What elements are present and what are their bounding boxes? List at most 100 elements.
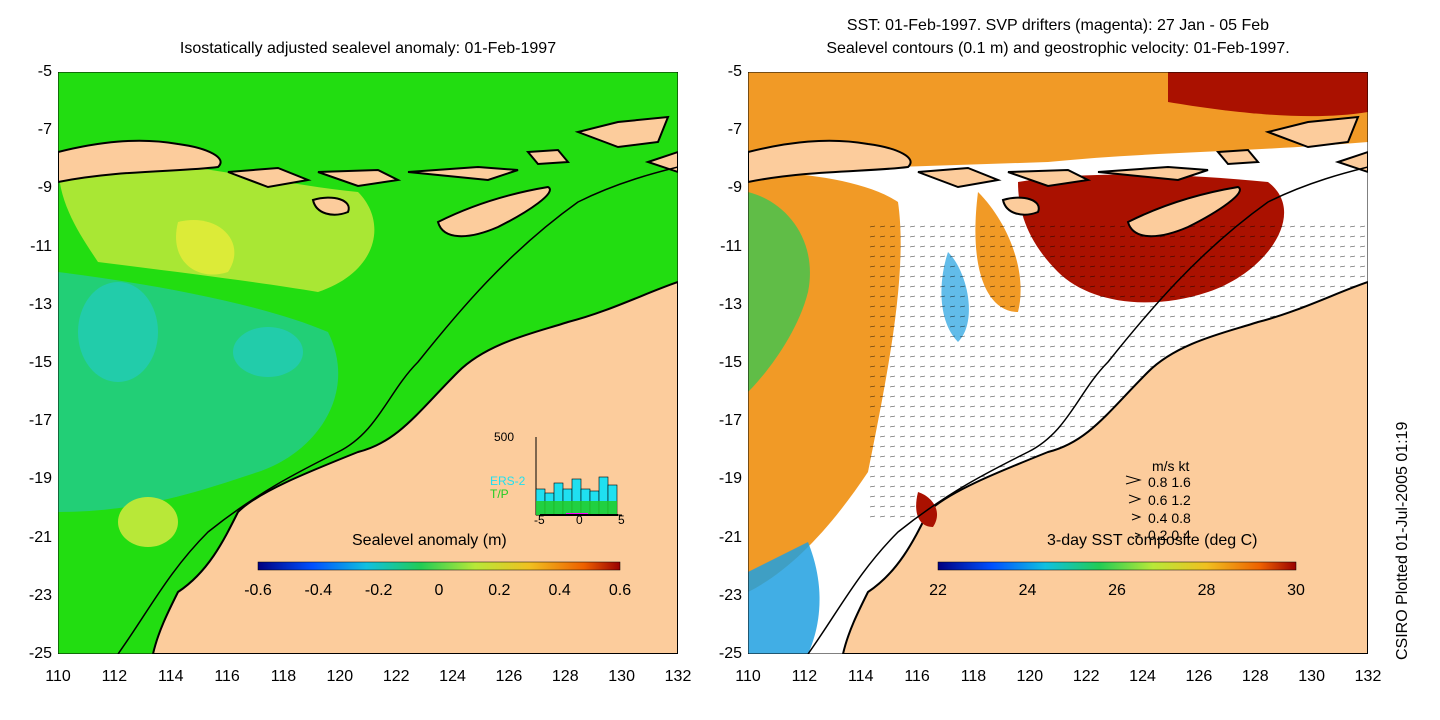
vector-key-row: 0.6 1.2 xyxy=(1148,492,1191,508)
x-tick-label: 122 xyxy=(382,668,410,685)
left-map xyxy=(58,72,678,654)
y-tick-label: -11 xyxy=(30,237,52,255)
sst-cyan-patch xyxy=(748,542,820,654)
vector-key-header: m/s kt xyxy=(1152,458,1190,474)
x-tick-label: 120 xyxy=(1016,668,1044,685)
credit-text: CSIRO Plotted 01-Jul-2005 01:19 xyxy=(1394,421,1411,660)
y-tick-label: -25 xyxy=(28,645,52,662)
x-tick-label: 130 xyxy=(608,668,635,685)
y-tick-label: -19 xyxy=(718,470,742,488)
x-tick-label: 110 xyxy=(735,668,761,685)
colorbar-tick-label: -0.2 xyxy=(364,582,393,599)
y-tick-label: -11 xyxy=(720,237,742,255)
colorbar-tick-label: -0.4 xyxy=(304,582,333,599)
inset-xtick: 5 xyxy=(618,513,625,527)
shelf-contour xyxy=(807,166,1368,654)
vector-key-row: 0.8 1.6 xyxy=(1148,474,1191,490)
x-tick-label: 112 xyxy=(791,668,818,685)
y-tick-label: -17 xyxy=(718,412,742,430)
y-tick-label: -13 xyxy=(718,295,742,313)
colorbar-tick-label: 0.6 xyxy=(608,582,632,599)
x-tick-label: 132 xyxy=(1354,668,1382,685)
x-tick-label: 114 xyxy=(157,668,184,685)
x-tick-label: 118 xyxy=(270,668,297,685)
inset-xtick: 0 xyxy=(576,513,583,527)
y-tick-label: -19 xyxy=(28,470,52,488)
y-tick-label: -21 xyxy=(718,528,742,546)
x-tick-label: 112 xyxy=(101,668,128,685)
timor-island xyxy=(436,185,551,238)
vector-key-row: 0.4 0.8 xyxy=(1148,510,1191,526)
australia-land xyxy=(151,280,678,654)
sumba-island xyxy=(1001,196,1040,216)
y-tick-label: -23 xyxy=(28,586,52,604)
x-tick-label: 132 xyxy=(664,668,692,685)
lesser-sunda-islands xyxy=(917,148,1261,189)
top-right-islands xyxy=(1264,115,1368,174)
y-tick-label: -5 xyxy=(37,63,52,80)
colorbar-tick-label: 26 xyxy=(1108,582,1126,599)
y-tick-label: -9 xyxy=(37,179,52,197)
right-map xyxy=(748,72,1368,654)
java-island xyxy=(58,139,222,184)
x-tick-label: 120 xyxy=(326,668,354,685)
java-island xyxy=(748,139,912,184)
inset-xtick: -5 xyxy=(534,513,545,527)
sst-red-coastal xyxy=(916,492,938,527)
left-colorbar xyxy=(257,561,621,571)
left-colorbar-label: Sealevel anomaly (m) xyxy=(352,532,507,549)
x-tick-label: 128 xyxy=(551,668,579,685)
colorbar-tick-label: 0.2 xyxy=(488,582,511,599)
shelf-contour xyxy=(117,166,678,654)
inset-legend-ers2: ERS-2 xyxy=(490,474,526,488)
y-tick-label: -25 xyxy=(718,645,742,662)
y-tick-label: -9 xyxy=(727,179,742,197)
anomaly-yellow-patch xyxy=(118,497,178,547)
top-right-islands xyxy=(574,115,678,174)
inset-ymax-label: 500 xyxy=(494,430,515,444)
colorbar-tick-label: 0 xyxy=(434,582,444,599)
x-tick-label: 122 xyxy=(1072,668,1100,685)
y-tick-label: -13 xyxy=(28,295,52,313)
x-tick-label: 114 xyxy=(847,668,874,685)
anomaly-yellow-spot xyxy=(176,220,235,275)
anomaly-cyan-core-2 xyxy=(233,327,303,377)
y-tick-label: -17 xyxy=(28,412,52,430)
colorbar-tick-label: 30 xyxy=(1287,582,1305,599)
y-tick-label: -7 xyxy=(727,121,742,139)
lesser-sunda-islands xyxy=(227,148,571,189)
y-tick-label: -23 xyxy=(718,586,742,604)
colorbar-tick-label: -0.6 xyxy=(244,582,272,599)
y-tick-label: -7 xyxy=(37,121,52,139)
y-tick-label: -15 xyxy=(28,354,52,371)
x-tick-label: 124 xyxy=(1129,668,1156,685)
colorbar-tick-label: 28 xyxy=(1197,582,1216,599)
x-tick-label: 128 xyxy=(1241,668,1269,685)
right-panel-title-line2: Sealevel contours (0.1 m) and geostrophi… xyxy=(826,40,1290,57)
inset-legend-tp: T/P xyxy=(490,487,509,501)
x-tick-label: 126 xyxy=(495,668,523,685)
x-tick-label: 116 xyxy=(904,668,930,685)
x-tick-label: 116 xyxy=(214,668,240,685)
australia-land xyxy=(841,280,1368,654)
colorbar-tick-label: 24 xyxy=(1018,582,1037,599)
right-panel-title-line1: SST: 01-Feb-1997. SVP drifters (magenta)… xyxy=(846,17,1270,34)
x-tick-label: 118 xyxy=(960,668,987,685)
sst-green-patch xyxy=(748,192,810,392)
x-tick-label: 130 xyxy=(1298,668,1325,685)
sst-red-top xyxy=(1168,72,1368,117)
vector-key-row: 0.2 0.4 xyxy=(1148,527,1191,543)
y-tick-label: -5 xyxy=(727,63,742,80)
right-colorbar-label: 3-day SST composite (deg C) xyxy=(1047,532,1258,549)
right-colorbar xyxy=(937,561,1297,571)
inset-histogram xyxy=(535,437,622,516)
y-tick-label: -21 xyxy=(28,528,52,546)
x-tick-label: 110 xyxy=(45,668,71,685)
anomaly-cyan-core-1 xyxy=(78,282,158,382)
colorbar-tick-label: 0.4 xyxy=(548,582,571,599)
x-tick-label: 126 xyxy=(1185,668,1213,685)
sumba-island xyxy=(311,196,350,216)
left-panel-title: Isostatically adjusted sealevel anomaly:… xyxy=(179,40,557,57)
x-tick-label: 124 xyxy=(439,668,466,685)
colorbar-tick-label: 22 xyxy=(929,582,947,599)
